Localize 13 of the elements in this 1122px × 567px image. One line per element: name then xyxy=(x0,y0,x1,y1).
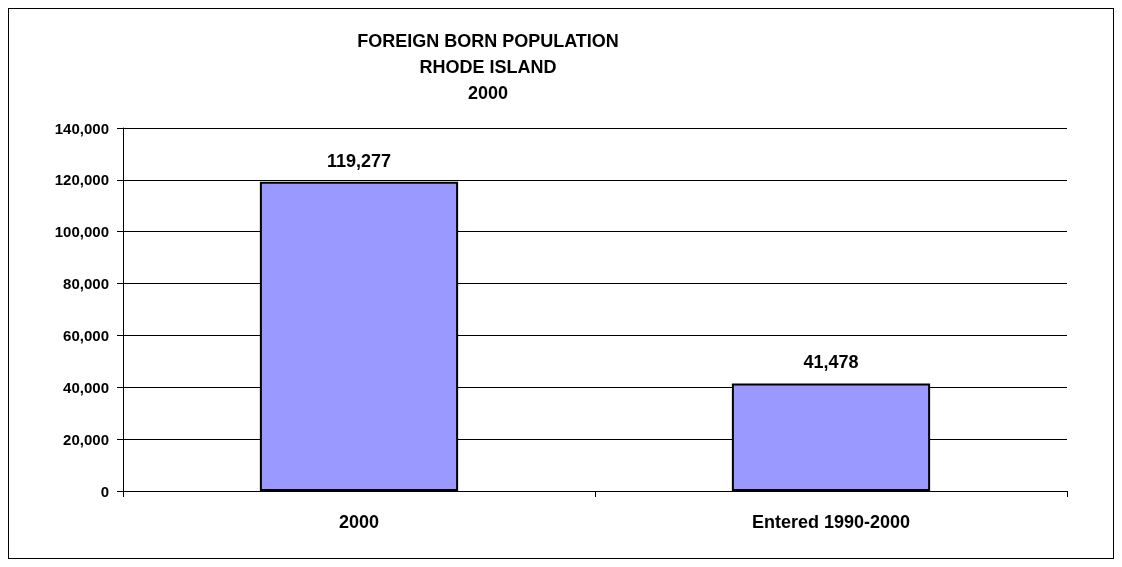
y-tick-label: 60,000 xyxy=(63,326,109,344)
y-tick-label: 0 xyxy=(100,482,109,500)
x-tick-label: 2000 xyxy=(338,512,380,532)
data-label: 41,478 xyxy=(803,352,859,373)
y-tick-label: 120,000 xyxy=(54,171,109,189)
chart-title: FOREIGN BORN POPULATION RHODE ISLAND 2000 xyxy=(357,31,619,103)
data-label: 119,277 xyxy=(326,150,392,171)
y-tick-label: 20,000 xyxy=(63,430,109,448)
y-tick-label: 100,000 xyxy=(54,223,109,241)
y-tick-label: 80,000 xyxy=(63,275,109,293)
y-tick-label: 40,000 xyxy=(63,378,109,396)
y-tick-label: 140,000 xyxy=(54,119,109,137)
x-tick-label: Entered 1990-2000 xyxy=(751,512,911,532)
